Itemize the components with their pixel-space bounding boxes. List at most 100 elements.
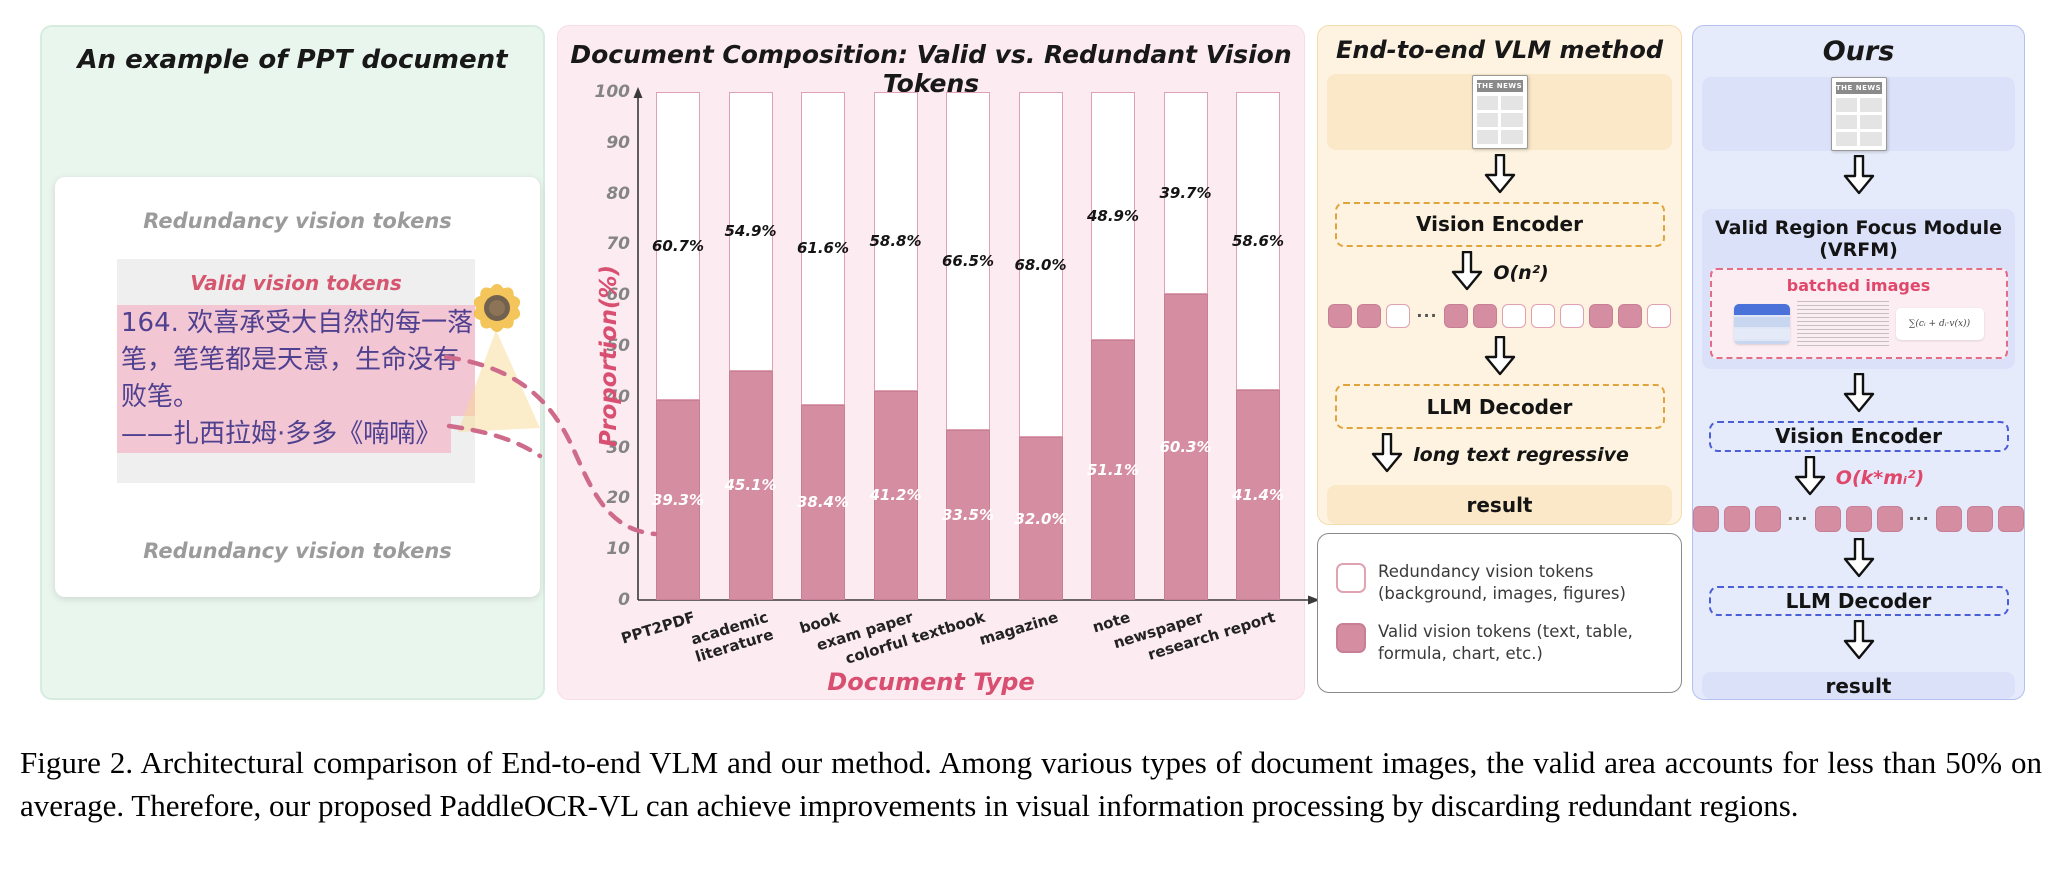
valid-token (1876, 505, 1903, 532)
valid-bar-segment: 41.4% (1232, 389, 1284, 600)
valid-token (1472, 303, 1497, 328)
redundant-bar-segment: 48.9% (1087, 92, 1139, 341)
legend-label: Redundancy vision tokens (background, im… (1378, 562, 1626, 604)
vlm-complexity-label: O(n²) (1493, 261, 1549, 284)
vrfm-module: Valid Region Focus Module (VRFM) batched… (1702, 209, 2015, 369)
valid-token (1755, 505, 1782, 532)
valid-token (1935, 505, 1962, 532)
redundant-bar-segment: 58.8% (869, 92, 922, 391)
down-arrow-icon (1793, 455, 1827, 500)
down-arrow-icon (1842, 537, 1876, 582)
x-axis-label: Document Type (827, 668, 1035, 696)
redundancy-tokens-label-top: Redundancy vision tokens (143, 209, 452, 233)
valid-token (1693, 505, 1720, 532)
down-arrow-icon (1450, 250, 1484, 295)
ours-method-panel: Ours THE NEWS Valid Region Focus Module … (1692, 25, 2025, 700)
redundant-bar-segment: 54.9% (724, 92, 777, 371)
redundant-swatch (1336, 563, 1366, 594)
text-thumbnail-icon (1796, 301, 1889, 347)
ours-result-band: result (1702, 672, 2015, 700)
document-icon-header: THE NEWS (1476, 79, 1523, 92)
formula-thumbnail-icon: ∑(cᵢ + dᵢ·v(x)) (1895, 308, 1984, 340)
valid-token (1845, 505, 1872, 532)
valid-value-label: 32.0% (1014, 509, 1067, 528)
figure-caption: Figure 2. Architectural comparison of En… (20, 745, 2042, 823)
valid-bar-segment: 45.1% (724, 370, 777, 600)
ours-vision-encoder-box: Vision Encoder (1708, 421, 2009, 452)
y-tick: 70 (606, 234, 630, 255)
ours-complexity-label: O(k*mᵢ²) (1835, 466, 1925, 489)
redundant-value-label: 60.7% (651, 237, 705, 256)
redundant-bar-segment: 60.7% (652, 92, 704, 401)
vlm-method-panel: End-to-end VLM method THE NEWS Vision En… (1317, 25, 1682, 525)
legend-label: Valid vision tokens (text, table, formul… (1378, 622, 1633, 663)
redundant-bar-segment: 66.5% (942, 92, 994, 430)
document-icon-header: THE NEWS (1835, 82, 1882, 94)
ppt-example-panel: An example of PPT document Redundancy vi… (40, 25, 545, 700)
vlm-token-row: ··· (1328, 301, 1671, 330)
valid-token (1617, 303, 1642, 328)
redundant-value-label: 39.7% (1159, 183, 1212, 202)
redundant-token (1646, 303, 1671, 328)
ppt-slide-card: Redundancy vision tokens Valid vision to… (55, 177, 540, 597)
ellipsis: ··· (1908, 509, 1930, 529)
y-axis-arrow-icon (633, 87, 643, 98)
redundant-token (1559, 303, 1584, 328)
vlm-decoder-note: long text regressive (1413, 444, 1629, 467)
valid-bar-segment: 32.0% (1014, 437, 1067, 600)
document-icon: THE NEWS (1471, 74, 1528, 149)
valid-token (1966, 505, 1993, 532)
y-tick: 90 (606, 132, 630, 153)
ellipsis: ··· (1416, 306, 1438, 325)
valid-token (1328, 303, 1353, 328)
ours-llm-decoder-box: LLM Decoder (1708, 585, 2009, 617)
vrfm-title: Valid Region Focus Module (VRFM) (1714, 217, 2002, 261)
down-arrow-icon (1842, 620, 1876, 664)
down-arrow-icon (1370, 432, 1404, 477)
chart-title: Document Composition: Valid vs. Redundan… (570, 40, 1292, 98)
y-tick: 60 (606, 285, 630, 306)
valid-value-label: 41.4% (1231, 485, 1285, 504)
down-arrow-icon (1483, 335, 1517, 380)
redundant-value-label: 58.8% (869, 232, 922, 251)
valid-token (1443, 303, 1468, 328)
ppt-text-line: 笔，笔笔都是天意，生命没有 (117, 342, 475, 379)
valid-value-label: 33.5% (941, 505, 995, 524)
ours-panel-title: Ours (1822, 36, 1895, 67)
redundancy-tokens-label-bottom: Redundancy vision tokens (143, 539, 452, 563)
redundant-bar-segment: 39.7% (1159, 92, 1212, 294)
ppt-example-title: An example of PPT document (77, 45, 508, 75)
redundant-bar-segment: 68.0% (1014, 92, 1067, 438)
redundant-value-label: 54.9% (724, 222, 777, 241)
redundant-bar-segment: 58.6% (1232, 92, 1284, 390)
redundant-value-label: 58.6% (1231, 231, 1285, 250)
ppt-text: 164. 欢喜承受大自然的每一落 笔，笔笔都是天意，生命没有 败笔。 ——扎西拉姆·多… (117, 305, 475, 453)
document-icon: THE NEWS (1830, 77, 1887, 151)
token-legend: Redundancy vision tokens (background, im… (1317, 533, 1682, 693)
batched-images-label: batched images (1786, 276, 1931, 295)
x-axis-arrow-icon (1308, 595, 1320, 605)
redundant-value-label: 48.9% (1086, 207, 1140, 226)
y-tick: 10 (606, 539, 630, 560)
valid-bar-segment: 38.4% (797, 404, 849, 600)
valid-value-label: 41.2% (869, 486, 922, 505)
valid-bar-segment: 41.2% (869, 390, 922, 600)
valid-bar-segment: 60.3% (1159, 293, 1212, 600)
valid-bar-segment: 51.1% (1087, 340, 1139, 600)
ours-input-band: THE NEWS (1702, 77, 2015, 151)
y-tick: 100 (594, 82, 631, 102)
valid-value-label: 45.1% (724, 476, 777, 495)
valid-value-label: 51.1% (1086, 461, 1140, 480)
bar-plot: 39.3% 60.7% 45.1% 54.9% 38.4% 61.6% 41.2% 58.8%… (638, 92, 1288, 600)
redundant-token (1386, 303, 1411, 328)
batched-images-box: batched images ∑(cᵢ + dᵢ·v(x)) (1709, 268, 2008, 359)
vlm-vision-encoder-box: Vision Encoder (1334, 201, 1665, 247)
redundant-value-label: 68.0% (1014, 255, 1067, 274)
redundant-token (1530, 303, 1555, 328)
valid-token (1724, 505, 1751, 532)
vlm-input-band: THE NEWS (1327, 74, 1672, 150)
redundant-token (1501, 303, 1526, 328)
vlm-result-band: result (1327, 485, 1672, 524)
valid-token (1357, 303, 1382, 328)
